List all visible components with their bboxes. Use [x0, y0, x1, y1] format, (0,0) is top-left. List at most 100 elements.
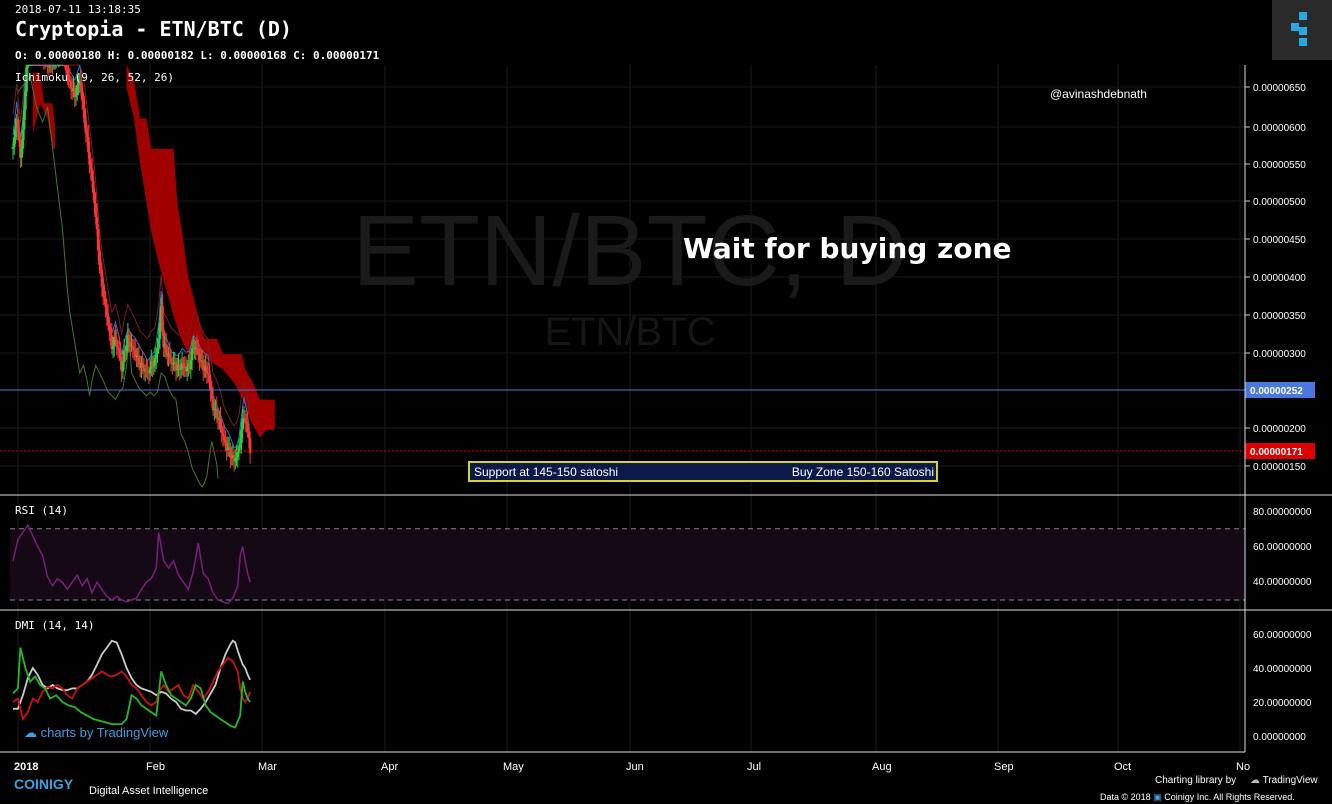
- cloud-segment: [126, 65, 275, 438]
- candle-body: [246, 423, 249, 433]
- candle-body: [109, 331, 112, 336]
- candle-body: [67, 74, 70, 80]
- dmi-pane: [12, 639, 251, 729]
- candle-body: [25, 67, 28, 92]
- candle-body: [105, 307, 109, 317]
- candle-body: [224, 440, 227, 443]
- candles: [11, 65, 252, 472]
- candle-body: [68, 79, 72, 82]
- watermark-symbol: ETN/BTC, D: [352, 195, 908, 307]
- candle-body: [236, 451, 240, 458]
- candle-body: [83, 108, 86, 124]
- candle-body: [129, 341, 132, 347]
- candle-body: [88, 152, 91, 165]
- candle-body: [211, 398, 215, 411]
- x-tick-label: Jul: [747, 761, 761, 773]
- candle-body: [101, 286, 105, 297]
- candle-body: [94, 203, 98, 218]
- candle-body: [243, 418, 247, 422]
- candle-body: [89, 164, 93, 170]
- candle-body: [175, 368, 179, 371]
- candle-body: [80, 91, 84, 101]
- candle-body: [161, 306, 164, 331]
- candle-body: [73, 88, 77, 97]
- ohlc-readout: O: 0.00000180 H: 0.00000182 L: 0.0000016…: [15, 49, 380, 62]
- candle-body: [85, 133, 89, 137]
- x-tick-label: Sep: [994, 761, 1014, 773]
- last-price-tag: [1245, 443, 1315, 459]
- candle-body: [178, 364, 182, 370]
- x-tick-label: May: [503, 761, 524, 773]
- horizontal-level-label: 0.00000252: [1250, 386, 1303, 397]
- candle-body: [117, 347, 121, 354]
- candle-body: [151, 360, 154, 367]
- candle-body: [115, 339, 119, 347]
- ichimoku-label: Ichimoku (9, 26, 52, 26): [15, 71, 174, 84]
- candle-body: [90, 169, 94, 181]
- copyright-prefix: Data © 2018: [1100, 792, 1151, 802]
- candle-body: [17, 131, 21, 141]
- candle-body: [206, 373, 210, 375]
- candle-body: [103, 296, 106, 299]
- candle-body: [225, 442, 228, 450]
- candle-body: [169, 358, 173, 363]
- dmi-y-label: 20.00000000: [1253, 698, 1312, 709]
- candle-body: [219, 418, 222, 428]
- candle-body: [137, 355, 141, 366]
- candle-body: [152, 365, 156, 367]
- candle-body: [79, 81, 83, 92]
- candle-body: [164, 344, 168, 354]
- candle-body: [87, 136, 90, 153]
- tradingview-credit-label: charts by TradingView: [40, 725, 169, 740]
- candle-body: [106, 316, 110, 326]
- y-tick-label: 0.00000500: [1253, 197, 1306, 208]
- candle-body: [114, 337, 117, 340]
- cloud-segment: [32, 72, 55, 149]
- headline-annotation: Wait for buying zone: [683, 232, 1012, 265]
- candle-body: [132, 348, 136, 351]
- candle-body: [234, 459, 237, 462]
- x-tick-label: Oct: [1114, 761, 1131, 773]
- tradingview-credit[interactable]: ☁ charts by TradingView: [24, 725, 168, 741]
- x-tick-label: 2018: [14, 761, 38, 773]
- candle-body: [121, 361, 125, 372]
- candle-body: [205, 366, 209, 374]
- brand-logo[interactable]: [1272, 0, 1332, 60]
- price-levels: 0.00000252 0.00000171: [0, 382, 1315, 459]
- candle-body: [66, 70, 69, 75]
- candle-body: [82, 100, 85, 109]
- y-tick-label: 0.00000550: [1253, 160, 1306, 171]
- support-label: Support at 145-150 satoshi: [474, 465, 618, 479]
- tradingview-link[interactable]: ☁ TradingView: [1250, 775, 1318, 786]
- candle-body: [64, 65, 68, 71]
- candle-body: [125, 346, 128, 352]
- rsi-y-label: 40.00000000: [1253, 577, 1312, 588]
- grid: [0, 65, 1245, 752]
- candle-body: [240, 429, 243, 444]
- candle-body: [75, 85, 79, 96]
- timestamp: 2018-07-11 13:18:35: [15, 3, 141, 16]
- dmi-y-label: 40.00000000: [1253, 664, 1312, 675]
- candle-body: [91, 180, 95, 193]
- candle-body: [93, 192, 96, 204]
- candle-body: [237, 447, 241, 452]
- candle-body: [74, 95, 78, 97]
- chikou-line: [17, 75, 219, 488]
- candle-body: [133, 350, 137, 357]
- candle-body: [22, 110, 26, 130]
- candle-body: [222, 436, 226, 441]
- candle-body: [108, 325, 111, 332]
- axes: 0.00000650 0.00000600 0.00000550 0.00000500…: [0, 65, 1332, 773]
- candle-body: [141, 362, 144, 369]
- chart-title: Cryptopia - ETN/BTC (D): [15, 17, 292, 41]
- candle-body: [215, 408, 219, 419]
- y-tick-label: 0.00000400: [1253, 273, 1306, 284]
- candle-body: [185, 367, 189, 372]
- candle-body: [24, 91, 27, 111]
- candle-body: [20, 148, 23, 158]
- candle-body: [168, 353, 172, 359]
- coinigy-mini-icon: ▣: [1153, 792, 1162, 802]
- candle-body: [127, 334, 131, 342]
- candle-body: [195, 347, 199, 350]
